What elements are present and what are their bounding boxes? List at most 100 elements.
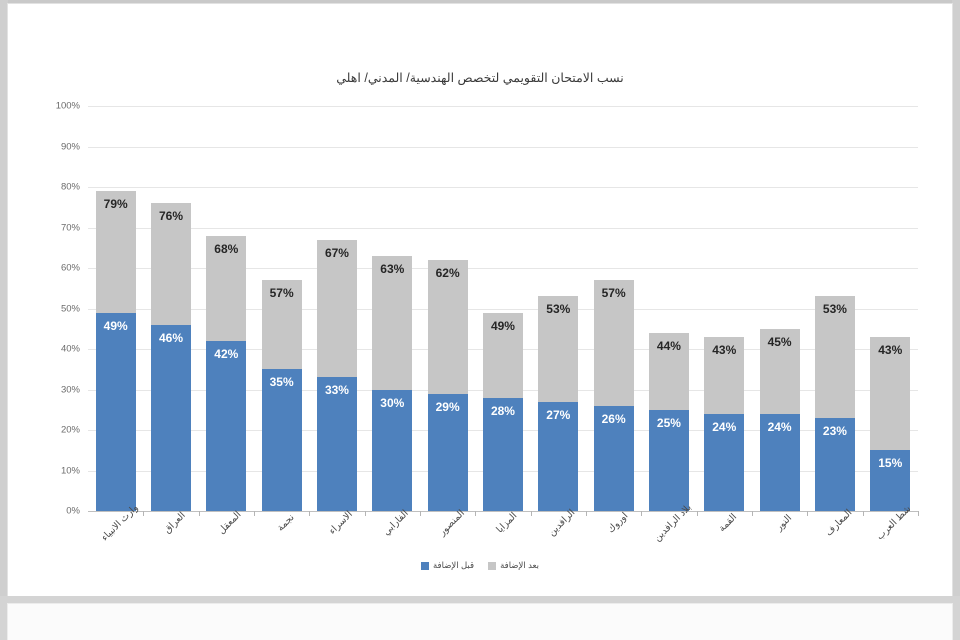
x-axis-tick (862, 511, 864, 516)
stacked-bar[interactable]: 79% 49% (95, 191, 136, 511)
bar-segment-before[interactable]: 42% (206, 340, 247, 511)
y-axis-tick-label: 60% (60, 262, 80, 274)
stacked-bar[interactable]: 67% 33% (316, 239, 357, 511)
bar-segment-before[interactable]: 30% (372, 389, 413, 511)
y-axis-tick-label: 80% (60, 181, 80, 193)
bar-segment-before[interactable]: 49% (95, 312, 136, 511)
bar-slot: 57% 35% (254, 106, 309, 511)
bar-segment-before[interactable]: 29% (427, 393, 468, 511)
x-axis-category-label: النور (773, 512, 794, 534)
bar-value-label-after: 79% (103, 197, 128, 212)
bar-value-label-before: 27% (546, 407, 571, 422)
bar-segment-before[interactable]: 27% (538, 401, 579, 511)
bar-segment-after[interactable]: 43% (704, 336, 745, 414)
stacked-bar[interactable]: 62% 29% (427, 259, 468, 511)
stacked-bar[interactable]: 76% 46% (150, 203, 191, 511)
bar-segment-after[interactable]: 57% (593, 280, 634, 406)
bar-segment-before[interactable]: 33% (316, 377, 357, 511)
document-page-next (8, 604, 952, 640)
bar-segment-after[interactable]: 62% (427, 259, 468, 394)
bar-slot: 68% 42% (199, 106, 254, 511)
bar-value-label-before: 42% (214, 346, 239, 361)
bar-segment-after[interactable]: 43% (870, 336, 911, 451)
bar-segment-after[interactable]: 49% (482, 312, 523, 398)
bar-segment-before[interactable]: 25% (648, 409, 689, 511)
x-axis-tick (807, 511, 809, 516)
bar-value-label-after: 45% (767, 334, 792, 349)
gridline-80 (88, 187, 918, 188)
bar-group: 79% 49% 76% 46% 68% 42% 57% 35% 67% 33% 63% 30% 62% 2… (88, 106, 918, 511)
legend-item[interactable]: بعد الإضافة (488, 560, 539, 571)
bar-segment-before[interactable]: 46% (150, 324, 191, 511)
bar-segment-after[interactable]: 44% (648, 332, 689, 410)
stacked-bar[interactable]: 68% 42% (206, 235, 247, 511)
bar-segment-before[interactable]: 23% (814, 417, 855, 511)
x-axis-category-label: القمة (716, 511, 740, 535)
bar-value-label-after: 43% (878, 342, 903, 357)
legend-swatch-icon (421, 561, 429, 570)
bar-segment-before[interactable]: 28% (482, 397, 523, 511)
bar-segment-before[interactable]: 24% (704, 413, 745, 511)
x-axis-category-label: المزايا (494, 510, 520, 536)
bar-segment-after[interactable]: 63% (372, 255, 413, 390)
plot-area: 100% 90% 80% 70% 60% 50% 40% 30% 20% 10% 0% 79% 49%… (56, 101, 919, 517)
bar-segment-after[interactable]: 67% (316, 239, 357, 378)
x-axis-tick (641, 511, 643, 516)
stacked-bar[interactable]: 53% 23% (814, 296, 855, 511)
bar-segment-after[interactable]: 53% (814, 296, 855, 418)
x-axis-tick (918, 511, 919, 516)
bar-slot: 67% 33% (309, 106, 364, 511)
stacked-bar[interactable]: 43% 24% (704, 336, 745, 511)
bar-value-label-before: 23% (822, 423, 847, 438)
bar-segment-before[interactable]: 35% (261, 369, 302, 511)
x-axis-category-label: نجمة (274, 512, 297, 534)
bar-segment-after[interactable]: 79% (95, 191, 136, 313)
bar-value-label-after: 43% (712, 342, 737, 357)
x-axis-tick (586, 511, 587, 516)
x-axis-tick (254, 511, 255, 516)
x-axis-tick (309, 511, 311, 516)
x-axis-category-label: المعقل (216, 509, 244, 537)
stacked-bar[interactable]: 53% 27% (538, 296, 579, 511)
bar-segment-after[interactable]: 53% (538, 296, 579, 402)
stacked-bar[interactable]: 57% 26% (593, 280, 634, 511)
stacked-bar[interactable]: 57% 35% (261, 280, 302, 511)
bar-value-label-before: 24% (712, 419, 737, 434)
bar-slot: 76% 46% (143, 106, 198, 511)
bar-value-label-after: 44% (656, 338, 681, 353)
legend-label: قبل الإضافة (433, 560, 475, 570)
legend-item[interactable]: قبل الإضافة (421, 560, 474, 571)
bar-segment-before[interactable]: 15% (870, 450, 911, 511)
x-axis-tick (198, 511, 200, 516)
x-axis-category-label: الرافدين (546, 507, 578, 539)
bar-value-label-before: 24% (767, 419, 792, 434)
x-axis-tick (530, 511, 532, 516)
gridline-90 (88, 146, 918, 148)
bar-segment-after[interactable]: 68% (206, 235, 247, 341)
bar-value-label-after: 68% (214, 241, 239, 256)
y-axis-tick-label: 0% (66, 505, 80, 517)
bar-slot: 62% 29% (420, 106, 475, 511)
bar-value-label-before: 46% (158, 330, 183, 345)
bar-segment-after[interactable]: 57% (261, 280, 302, 370)
bar-segment-after[interactable]: 76% (150, 203, 191, 325)
bar-segment-after[interactable]: 45% (759, 328, 800, 414)
x-axis-category-label: العراق (162, 510, 188, 536)
bar-slot: 44% 25% (641, 106, 696, 511)
stacked-bar[interactable]: 49% 28% (482, 312, 523, 511)
stacked-bar[interactable]: 44% 25% (648, 332, 689, 511)
stacked-bar[interactable]: 63% 30% (372, 255, 413, 511)
stacked-bar[interactable]: 43% 15% (870, 336, 911, 511)
y-axis-tick-label: 50% (60, 303, 80, 314)
bar-value-label-before: 15% (878, 456, 903, 471)
bar-segment-before[interactable]: 24% (759, 413, 800, 511)
x-axis-category-label: اوروك (605, 510, 630, 536)
bar-value-label-after: 76% (158, 209, 183, 224)
bar-value-label-before: 30% (380, 395, 405, 410)
x-axis-category-label: الفارابي (381, 508, 412, 538)
stacked-bar[interactable]: 45% 24% (759, 328, 800, 511)
bar-segment-before[interactable]: 26% (593, 405, 634, 511)
page-left-margin (0, 0, 8, 640)
y-axis-tick-label: 10% (60, 465, 80, 476)
